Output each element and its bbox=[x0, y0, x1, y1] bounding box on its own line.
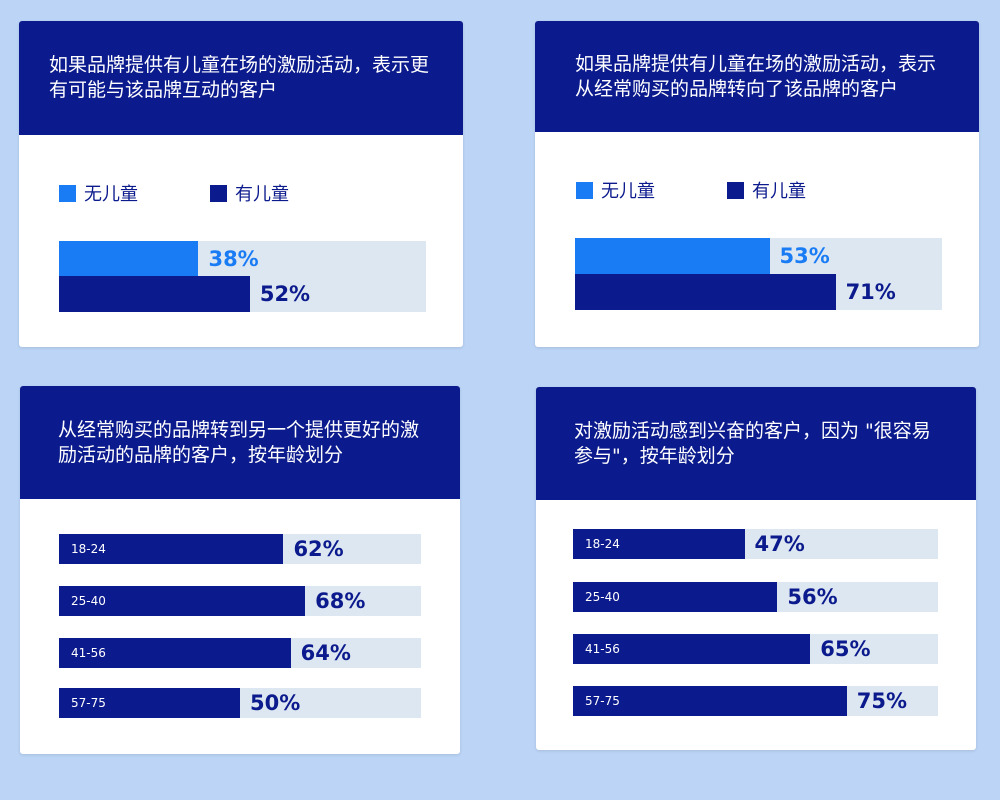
value-label: 75% bbox=[856, 689, 908, 713]
legend-label: 无儿童 bbox=[84, 184, 138, 205]
value-label: 56% bbox=[787, 585, 838, 609]
legend-label: 有儿童 bbox=[235, 184, 289, 205]
value-label: 47% bbox=[754, 532, 805, 556]
bar-age-18-24 bbox=[59, 534, 284, 564]
chart-title-1: 如果品牌提供有儿童在场的激励活动，表示更有可能与该品牌互动的客户 bbox=[49, 54, 430, 101]
legend-item-no-children: 无儿童 bbox=[576, 177, 655, 203]
bar-age-57-75 bbox=[59, 688, 240, 718]
bar-track: 57-75 50% bbox=[59, 688, 421, 718]
value-label: 65% bbox=[820, 637, 871, 661]
category-label: 18-24 bbox=[71, 542, 106, 556]
category-label: 25-40 bbox=[71, 594, 106, 608]
bar-no-children bbox=[59, 241, 199, 276]
category-label: 57-75 bbox=[71, 696, 106, 710]
chart-card-3: 从经常购买的品牌转到另一个提供更好的激励活动的品牌的客户，按年龄划分 18-24… bbox=[20, 386, 460, 754]
bar-track: 18-24 47% bbox=[573, 529, 938, 559]
bar-track: 57-75 75% bbox=[573, 686, 938, 716]
chart-card-1: 如果品牌提供有儿童在场的激励活动，表示更有可能与该品牌互动的客户 无儿童 有儿童… bbox=[19, 21, 463, 347]
category-label: 41-56 bbox=[585, 642, 620, 656]
value-label-no-children: 53% bbox=[779, 244, 830, 268]
bar-age-57-75 bbox=[573, 686, 847, 716]
bar-age-25-40 bbox=[59, 586, 306, 616]
chart-title-3: 从经常购买的品牌转到另一个提供更好的激励活动的品牌的客户，按年龄划分 bbox=[58, 418, 420, 466]
chart-card-4: 对激励活动感到兴奋的客户，因为 "很容易参与"，按年龄划分 18-24 47% … bbox=[536, 387, 976, 750]
legend-2: 无儿童 有儿童 bbox=[576, 177, 878, 203]
bar-track: 25-40 56% bbox=[573, 582, 938, 612]
value-label-with-children: 71% bbox=[845, 280, 896, 304]
bar-with-children bbox=[575, 274, 836, 310]
legend-item-with-children: 有儿童 bbox=[210, 180, 289, 206]
bar-age-41-56 bbox=[59, 638, 291, 668]
legend-label: 有儿童 bbox=[752, 181, 806, 202]
legend-item-no-children: 无儿童 bbox=[59, 180, 138, 206]
chart-title-4: 对激励活动感到兴奋的客户，因为 "很容易参与"，按年龄划分 bbox=[574, 419, 931, 467]
chart-header-4: 对激励活动感到兴奋的客户，因为 "很容易参与"，按年龄划分 bbox=[536, 387, 976, 500]
bar-with-children bbox=[59, 276, 250, 312]
bar-track: 41-56 65% bbox=[573, 634, 938, 664]
category-label: 41-56 bbox=[71, 646, 106, 660]
category-label: 57-75 bbox=[585, 694, 620, 708]
value-label: 68% bbox=[315, 589, 366, 613]
bar-age-18-24 bbox=[573, 529, 745, 559]
category-label: 25-40 bbox=[585, 590, 620, 604]
value-label: 62% bbox=[293, 537, 344, 561]
chart-title-2: 如果品牌提供有儿童在场的激励活动，表示从经常购买的品牌转向了该品牌的客户 bbox=[575, 52, 937, 100]
legend-label: 无儿童 bbox=[601, 181, 655, 202]
bar-track: 18-24 62% bbox=[59, 534, 421, 564]
legend-swatch bbox=[727, 181, 744, 199]
value-label-with-children: 52% bbox=[259, 282, 311, 306]
legend-1: 无儿童 有儿童 bbox=[59, 180, 361, 206]
bar-age-41-56 bbox=[573, 634, 811, 664]
chart-header-1: 如果品牌提供有儿童在场的激励活动，表示更有可能与该品牌互动的客户 bbox=[19, 21, 463, 135]
legend-swatch bbox=[576, 181, 593, 199]
bar-age-25-40 bbox=[573, 582, 778, 612]
bar-track: 25-40 68% bbox=[59, 586, 421, 616]
chart-header-3: 从经常购买的品牌转到另一个提供更好的激励活动的品牌的客户，按年龄划分 bbox=[20, 386, 460, 499]
value-label: 64% bbox=[300, 641, 351, 665]
legend-swatch bbox=[59, 184, 76, 202]
legend-item-with-children: 有儿童 bbox=[727, 177, 806, 203]
value-label: 50% bbox=[250, 691, 301, 715]
bar-track: 38% 52% bbox=[59, 241, 426, 312]
bar-track: 41-56 64% bbox=[59, 638, 421, 668]
bar-no-children bbox=[575, 238, 770, 274]
bar-track: 53% 71% bbox=[575, 238, 942, 310]
chart-header-2: 如果品牌提供有儿童在场的激励活动，表示从经常购买的品牌转向了该品牌的客户 bbox=[535, 21, 979, 132]
value-label-no-children: 38% bbox=[208, 246, 259, 271]
category-label: 18-24 bbox=[585, 537, 620, 551]
legend-swatch bbox=[210, 184, 227, 202]
chart-card-2: 如果品牌提供有儿童在场的激励活动，表示从经常购买的品牌转向了该品牌的客户 无儿童… bbox=[535, 21, 979, 347]
